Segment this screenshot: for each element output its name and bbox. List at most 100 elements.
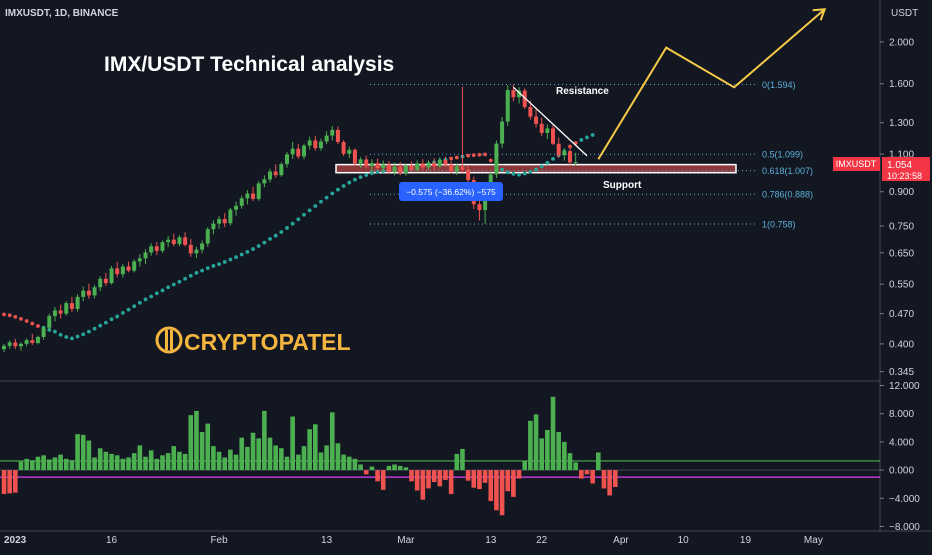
price-tick-label: 2.000 — [889, 37, 914, 48]
oscillator-bar — [30, 460, 35, 471]
oscillator-bar — [250, 432, 256, 471]
candle-body — [505, 90, 510, 122]
candle-body — [341, 142, 346, 154]
oscillator-bar — [126, 457, 131, 471]
oscillator-bar — [369, 466, 375, 471]
oscillator-bar — [477, 470, 482, 490]
oscillator-bar — [431, 470, 437, 483]
psar-dot — [590, 133, 595, 137]
candle-body — [2, 345, 6, 350]
psar-dot — [166, 285, 171, 290]
candle-body — [454, 166, 459, 172]
oscillator-bar — [194, 410, 199, 471]
candle-body — [47, 316, 52, 328]
price-tick-label: 1.300 — [889, 118, 914, 129]
oscillator-bar — [205, 423, 211, 471]
psar-dot — [477, 152, 482, 157]
psar-dot — [539, 164, 544, 169]
time-axis-label: 10 — [678, 535, 690, 546]
oscillator-bar — [239, 437, 245, 471]
psar-dot — [528, 169, 533, 174]
watermark-text: CRYPTOPATEL — [184, 329, 351, 355]
oscillator-bar — [352, 458, 358, 471]
measure-label: −0.575 (−36.62%) −575 — [406, 187, 496, 197]
psar-dot — [488, 158, 493, 163]
oscillator-bar — [75, 434, 80, 471]
oscillator-bar — [199, 432, 205, 471]
psar-dot — [2, 312, 6, 317]
candle-body — [228, 209, 233, 224]
oscillator-bar — [511, 470, 516, 497]
current-price-badge[interactable]: IMXUSDT 1.054 10:23:58 — [833, 157, 930, 181]
oscillator-bar — [18, 461, 24, 471]
candle-body — [534, 116, 539, 124]
oscillator-bar — [601, 470, 607, 489]
candle-body — [415, 163, 420, 170]
psar-dot — [19, 317, 23, 321]
fib-label: 0(1.594) — [762, 80, 796, 90]
price-tick-label: 0.550 — [889, 280, 914, 291]
oscillator-bar — [103, 451, 109, 471]
candle-body — [273, 171, 278, 176]
oscillator-bar — [262, 410, 267, 471]
psar-dot — [505, 170, 510, 175]
psar-dot — [70, 336, 74, 341]
psar-dot — [341, 184, 346, 188]
psar-dot — [290, 221, 295, 226]
oscillator-bar — [92, 457, 97, 471]
oscillator-bar — [24, 458, 29, 471]
candle-body — [290, 148, 295, 155]
time-axis-label: 22 — [536, 535, 548, 546]
oscillator-bar — [443, 470, 448, 480]
candle-body — [335, 129, 340, 143]
psar-dot — [471, 153, 476, 157]
price-tick-label: 0.345 — [889, 367, 914, 378]
osc-tick-label: 12.000 — [889, 381, 920, 392]
logo-bar-1 — [165, 330, 168, 350]
osc-tick-label: −4.000 — [889, 494, 920, 505]
projection-path — [597, 8, 826, 160]
candle-body — [268, 171, 273, 180]
candle-body — [573, 162, 578, 164]
psar-dot — [534, 167, 538, 172]
psar-dot — [64, 335, 69, 339]
oscillator-bar — [590, 470, 595, 484]
oscillator-bar — [1, 470, 7, 495]
candle-body — [194, 249, 199, 254]
oscillator-bar — [567, 453, 573, 471]
oscillator-bar — [296, 454, 301, 471]
candle-body — [103, 278, 108, 284]
oscillator-bar — [318, 452, 324, 471]
measure-tool[interactable]: −0.575 (−36.62%) −575 — [399, 182, 503, 201]
psar-dot — [256, 244, 261, 248]
time-axis-label: 16 — [106, 535, 118, 546]
symbol-header[interactable]: IMXUSDT, 1D, BINANCE — [5, 8, 119, 19]
oscillator-bar — [426, 470, 431, 489]
psar-dot — [222, 260, 227, 264]
psar-dot — [307, 208, 312, 213]
candle-body — [200, 243, 205, 250]
psar-dot — [585, 135, 589, 140]
logo-bar-2 — [170, 330, 173, 350]
candle-body — [545, 128, 550, 133]
candle-body — [330, 129, 335, 136]
time-axis-label: Feb — [210, 535, 228, 546]
candle-body — [262, 179, 267, 184]
candle-body — [137, 258, 142, 262]
psar-dot — [324, 195, 329, 200]
oscillator-bar — [324, 445, 329, 471]
candle-body — [177, 237, 182, 245]
oscillator-bar — [533, 414, 539, 471]
psar-dot — [30, 321, 35, 326]
oscillator-bar — [488, 470, 494, 502]
candle-body — [98, 278, 103, 288]
oscillator-bar — [267, 437, 273, 471]
psar-dot — [103, 320, 108, 325]
psar-dot — [92, 326, 97, 331]
psar-dot — [98, 323, 103, 328]
price-tick-label: 0.750 — [889, 221, 914, 232]
oscillator-bar — [409, 470, 414, 482]
candle-body — [35, 336, 40, 343]
symbol-badge-label: IMXUSDT — [836, 159, 877, 169]
watermark: CRYPTOPATEL — [155, 326, 351, 355]
